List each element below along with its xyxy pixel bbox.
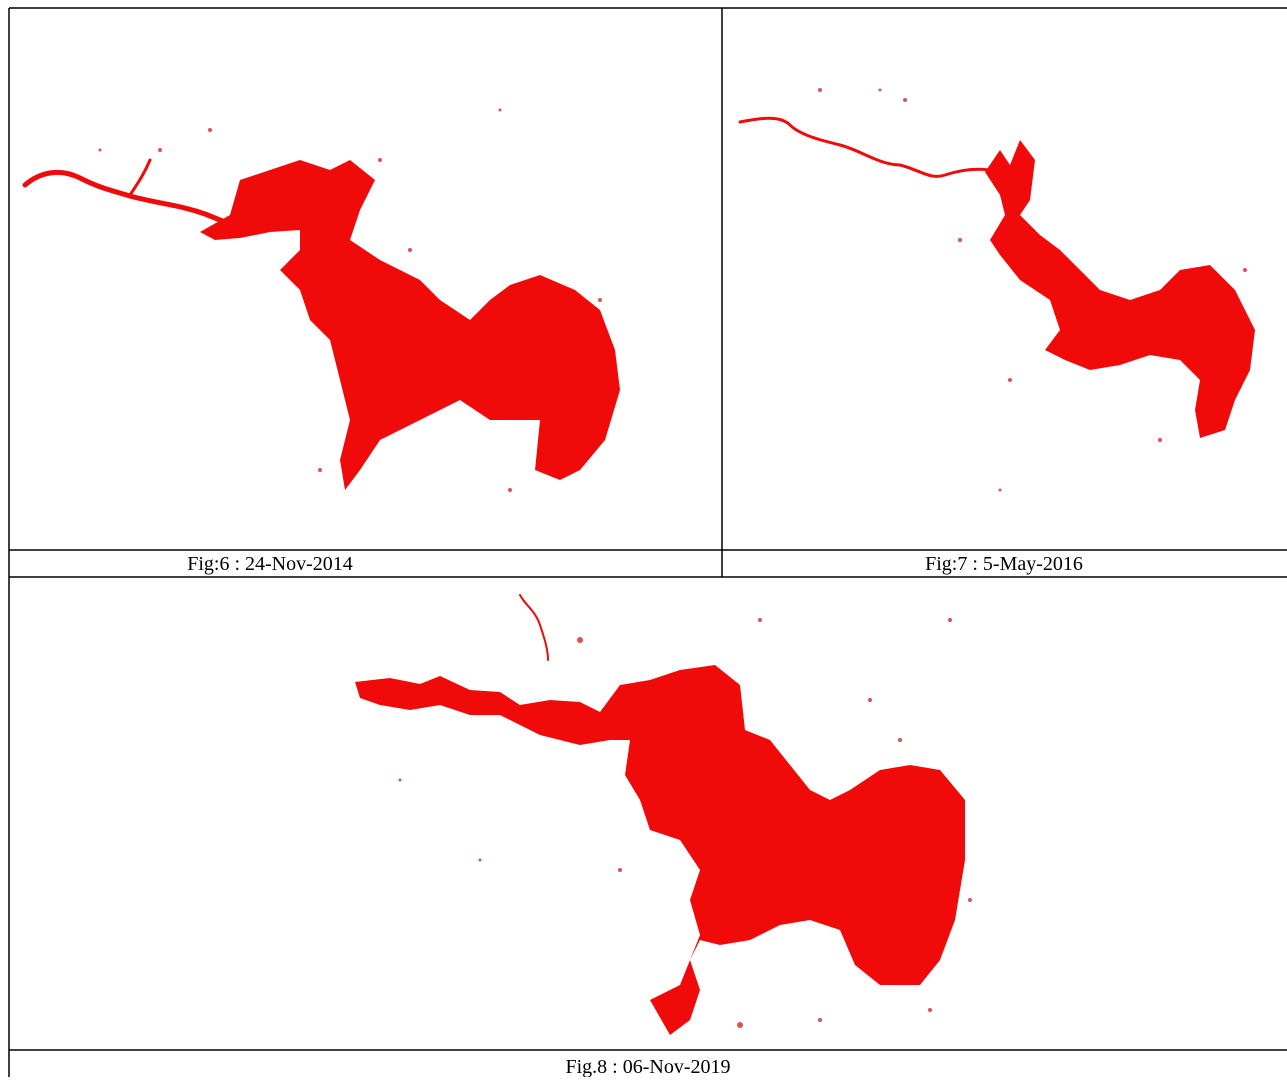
figure-caption: Fig:6 : 24-Nov-2014 — [187, 553, 353, 575]
page: Fig:6 : 24-Nov-2014 Fig:7 : 5-May-2016 F… — [0, 0, 1287, 1077]
figure-caption: Fig.8 : 06-Nov-2019 — [566, 1056, 731, 1077]
map-fig8 — [355, 595, 972, 1035]
table-borders — [9, 8, 1287, 1077]
figure-caption: Fig:7 : 5-May-2016 — [925, 553, 1083, 575]
map-fig7 — [740, 88, 1255, 492]
figure-table: Fig:6 : 24-Nov-2014 Fig:7 : 5-May-2016 F… — [0, 0, 1287, 1077]
map-fig6 — [25, 109, 620, 493]
